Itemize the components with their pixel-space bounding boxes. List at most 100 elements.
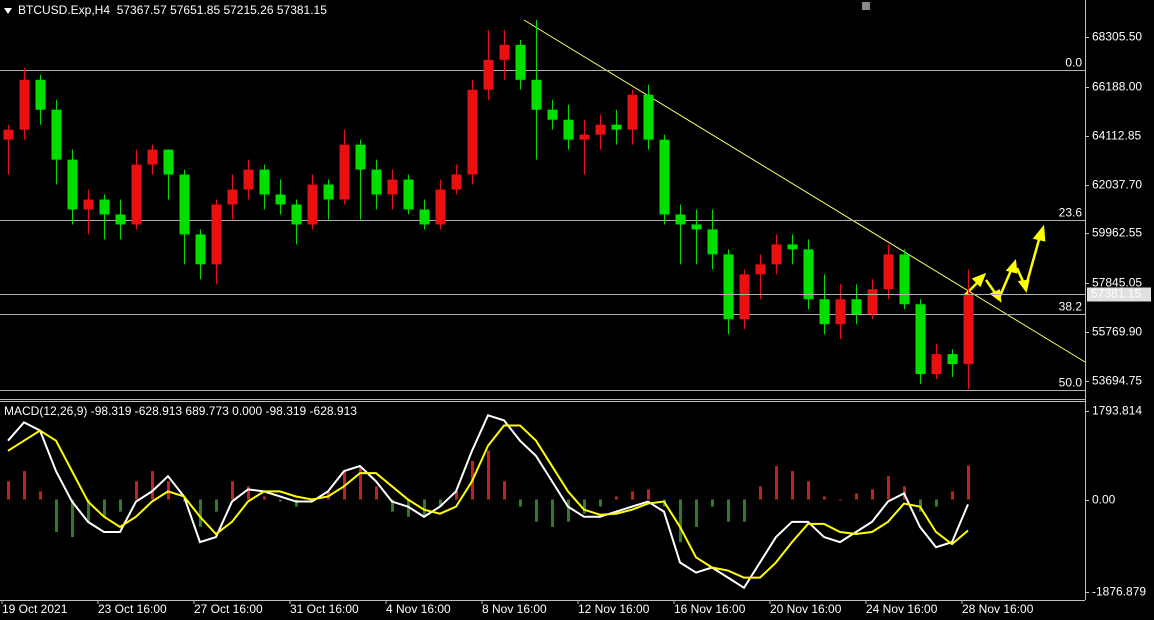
candle-body	[883, 254, 894, 290]
histogram-bar	[935, 499, 938, 507]
histogram-bar	[551, 499, 554, 527]
menu-icon[interactable]	[4, 8, 12, 14]
histogram-bar	[391, 499, 394, 512]
histogram-bar	[55, 499, 58, 532]
candle-body	[355, 144, 366, 170]
candle-body	[915, 304, 926, 375]
candle-body	[227, 189, 238, 205]
candle-body	[691, 224, 702, 230]
candle-body	[163, 149, 174, 175]
arrow-head	[1032, 224, 1046, 242]
arrow	[1024, 235, 1042, 287]
histogram-bar	[359, 466, 362, 500]
histogram-bar	[103, 499, 106, 517]
histogram-bar	[39, 491, 42, 500]
histogram-bar	[951, 491, 954, 500]
x-tick-label: 19 Oct 2021	[2, 602, 68, 616]
x-tick-label: 31 Oct 16:00	[290, 602, 359, 616]
candle-body	[243, 169, 254, 190]
candle-body	[115, 214, 126, 225]
histogram-bar	[839, 499, 842, 501]
candle-body	[723, 254, 734, 320]
histogram-bar	[919, 499, 922, 512]
histogram-bar	[407, 499, 410, 517]
candle-body	[931, 354, 942, 375]
candle-body	[51, 109, 62, 160]
candle-body	[515, 44, 526, 80]
histogram-bar	[423, 499, 426, 517]
candle-body	[147, 149, 158, 165]
candle-body	[339, 144, 350, 200]
indicator-line	[7, 424, 969, 579]
candle-body	[547, 109, 558, 120]
candle-body	[627, 94, 638, 130]
candle-body	[771, 244, 782, 265]
fib-label: 38.2	[1059, 300, 1083, 314]
histogram-bar	[7, 481, 10, 500]
histogram-bar	[823, 496, 826, 500]
histogram-bar	[279, 499, 282, 502]
histogram-bar	[855, 493, 858, 500]
histogram-bar	[487, 450, 490, 500]
histogram-bar	[119, 499, 122, 512]
x-tick-label: 4 Nov 16:00	[386, 602, 451, 616]
y-tick-label: 0.00	[1092, 493, 1116, 507]
candle-body	[67, 159, 78, 210]
indicator-title: MACD(12,26,9) -98.319 -628.913 689.773 0…	[4, 404, 357, 418]
histogram-bar	[583, 499, 586, 514]
candle-body	[35, 79, 46, 110]
histogram-bar	[599, 499, 602, 507]
histogram-bar	[615, 496, 618, 500]
histogram-bar	[231, 481, 234, 500]
histogram-bar	[807, 481, 810, 500]
indicator-line	[7, 414, 969, 590]
histogram-bar	[743, 499, 746, 522]
fib-label: 23.6	[1059, 206, 1083, 220]
candle-body	[643, 94, 654, 140]
histogram-bar	[727, 499, 730, 522]
chart-title: BTCUSD.Exp,H4 57367.57 57651.85 57215.26…	[18, 3, 327, 17]
histogram-bar	[503, 481, 506, 500]
histogram-bar	[71, 499, 74, 538]
candle-body	[211, 204, 222, 265]
candle-body	[707, 229, 718, 255]
candle-body	[19, 79, 30, 130]
y-tick-label: -1876.879	[1092, 585, 1146, 599]
y-tick-label: 55769.90	[1092, 325, 1142, 339]
candle-body	[435, 189, 446, 225]
candle-body	[851, 299, 862, 315]
histogram-bar	[791, 471, 794, 500]
candle-body	[307, 184, 318, 225]
y-tick-label: 53694.75	[1092, 374, 1142, 388]
window-icon[interactable]	[862, 2, 870, 10]
x-tick-label: 12 Nov 16:00	[578, 602, 650, 616]
candle-body	[99, 199, 110, 215]
candle-body	[963, 294, 974, 365]
candle-body	[659, 139, 670, 215]
histogram-bar	[775, 466, 778, 500]
y-tick-label: 66188.00	[1092, 80, 1142, 94]
histogram-bar	[263, 496, 266, 500]
last-price-box	[1087, 287, 1151, 302]
histogram-bar	[87, 499, 90, 522]
y-tick-label: 59962.55	[1092, 226, 1142, 240]
x-tick-label: 27 Oct 16:00	[194, 602, 263, 616]
histogram-bar	[759, 486, 762, 500]
candle-body	[611, 124, 622, 130]
histogram-bar	[199, 499, 202, 527]
histogram-bar	[535, 499, 538, 522]
arrow-head	[971, 272, 987, 288]
candle-body	[675, 214, 686, 225]
histogram-bar	[631, 491, 634, 500]
y-tick-label: 57845.05	[1092, 276, 1142, 290]
histogram-bar	[215, 499, 218, 512]
candle-body	[371, 169, 382, 195]
candle-body	[531, 79, 542, 110]
fib-label: 50.0	[1059, 376, 1083, 390]
histogram-bar	[151, 471, 154, 500]
candle-body	[451, 174, 462, 190]
histogram-bar	[871, 489, 874, 500]
fib-label: 0.0	[1065, 56, 1082, 70]
candle-body	[179, 174, 190, 235]
